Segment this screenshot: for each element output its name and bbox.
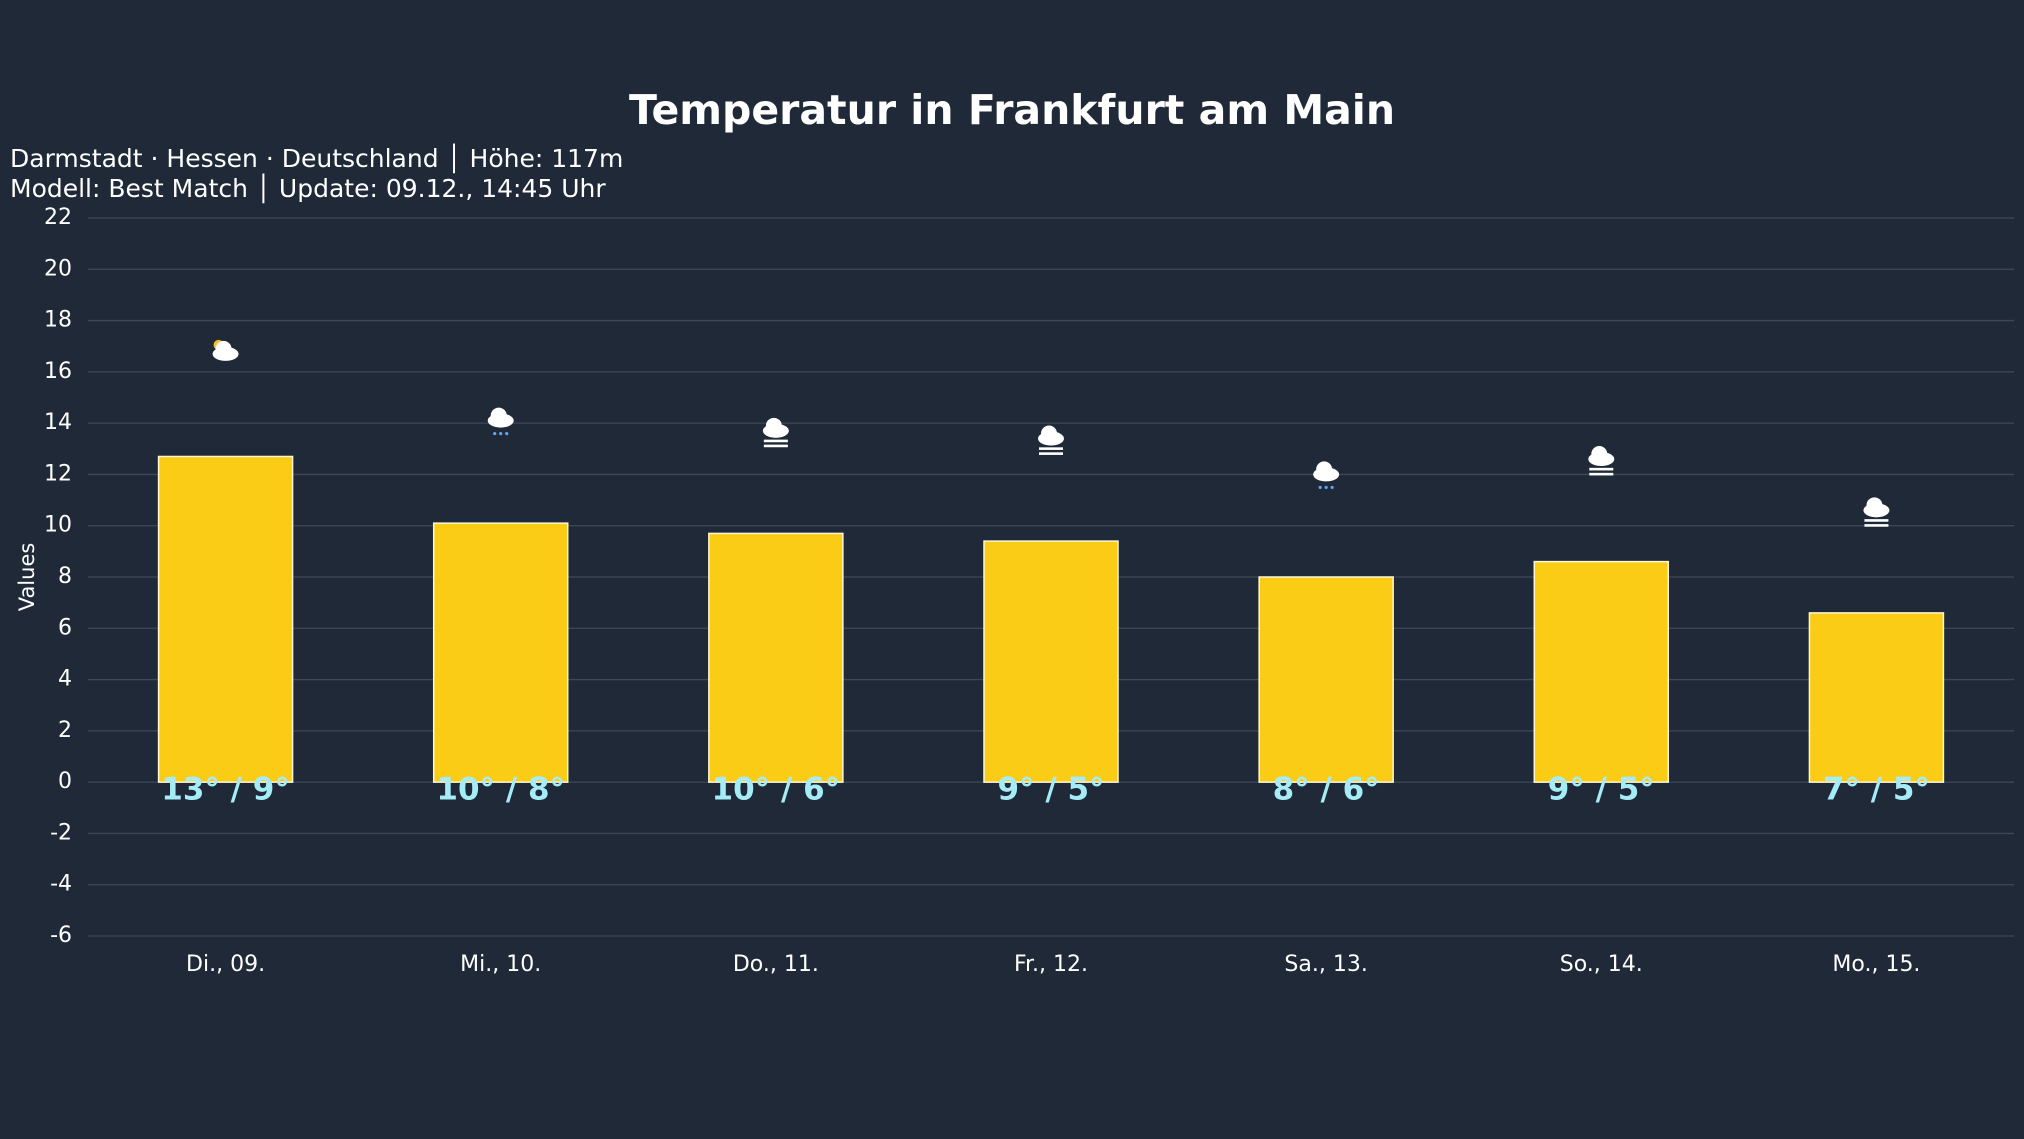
cloud <box>490 407 507 424</box>
y-tick-label: 0 <box>58 769 72 794</box>
weather-icon <box>1313 461 1340 490</box>
chart-title: Temperatur in Frankfurt am Main <box>629 86 1395 134</box>
cloud <box>215 340 232 357</box>
weather-icon <box>1038 425 1064 455</box>
value-label: 7° / 5° <box>1823 772 1930 808</box>
snowflake <box>499 431 503 436</box>
fog-line <box>1864 524 1889 527</box>
fog-line <box>1039 452 1063 455</box>
y-tick-label: -4 <box>50 872 72 897</box>
value-label: 13° / 9° <box>161 772 290 808</box>
snowflake <box>505 431 509 436</box>
value-label: 8° / 6° <box>1273 772 1380 808</box>
fog-line <box>763 444 788 448</box>
cloud <box>765 417 782 434</box>
value-label: 9° / 5° <box>1548 772 1655 808</box>
weather-icon <box>212 339 239 361</box>
bar <box>1258 576 1394 783</box>
y-tick-label: -2 <box>50 820 72 845</box>
y-tick-label: -6 <box>50 923 72 948</box>
fog-line <box>1589 467 1614 471</box>
bar <box>983 540 1119 783</box>
snowflake <box>1330 485 1334 490</box>
weather-icon <box>1863 497 1890 527</box>
fog-line <box>1589 472 1614 476</box>
cloud <box>1041 425 1057 442</box>
bar <box>157 455 294 783</box>
weather-icon <box>487 407 514 436</box>
y-tick-label: 6 <box>58 615 72 640</box>
y-axis-label: Values <box>15 543 39 612</box>
bar <box>432 522 569 783</box>
weather-icon <box>762 417 789 448</box>
y-tick-label: 22 <box>44 205 72 230</box>
x-tick-label: Di., 09. <box>186 952 265 977</box>
bar <box>1808 612 1945 783</box>
fog-line <box>1039 447 1063 450</box>
y-tick-label: 8 <box>58 564 72 589</box>
snowflake <box>1324 485 1328 490</box>
bar <box>1533 560 1670 783</box>
y-tick-label: 2 <box>58 718 72 743</box>
subtitle: Modell: Best Match │ Update: 09.12., 14:… <box>10 173 606 204</box>
y-tick-label: 18 <box>44 308 72 333</box>
value-label: 10° / 8° <box>436 772 565 808</box>
x-tick-label: Fr., 12. <box>1014 952 1088 977</box>
snowflake <box>1318 485 1322 490</box>
value-label: 10° / 6° <box>712 772 841 808</box>
snowflake <box>493 431 497 436</box>
y-tick-label: 20 <box>44 256 72 281</box>
x-tick-label: Sa., 13. <box>1284 952 1367 977</box>
cloud <box>1866 497 1883 514</box>
x-tick-label: Do., 11. <box>733 952 819 977</box>
subtitle: Darmstadt · Hessen · Deutschland │ Höhe:… <box>10 143 623 174</box>
x-tick-label: Mi., 10. <box>460 952 541 977</box>
value-label: 9° / 5° <box>997 772 1104 808</box>
y-tick-label: 16 <box>44 359 72 384</box>
y-tick-label: 10 <box>44 513 72 538</box>
y-tick-label: 4 <box>58 667 72 692</box>
fog-line <box>1864 519 1889 522</box>
fog-line <box>763 439 788 443</box>
bar <box>708 532 844 783</box>
cloud <box>1591 446 1608 463</box>
cloud <box>1316 461 1333 478</box>
x-tick-label: Mo., 15. <box>1832 952 1920 977</box>
y-tick-label: 12 <box>44 461 72 486</box>
y-tick-label: 14 <box>44 410 72 435</box>
weather-icon <box>1588 446 1615 476</box>
x-tick-label: So., 14. <box>1560 952 1643 977</box>
